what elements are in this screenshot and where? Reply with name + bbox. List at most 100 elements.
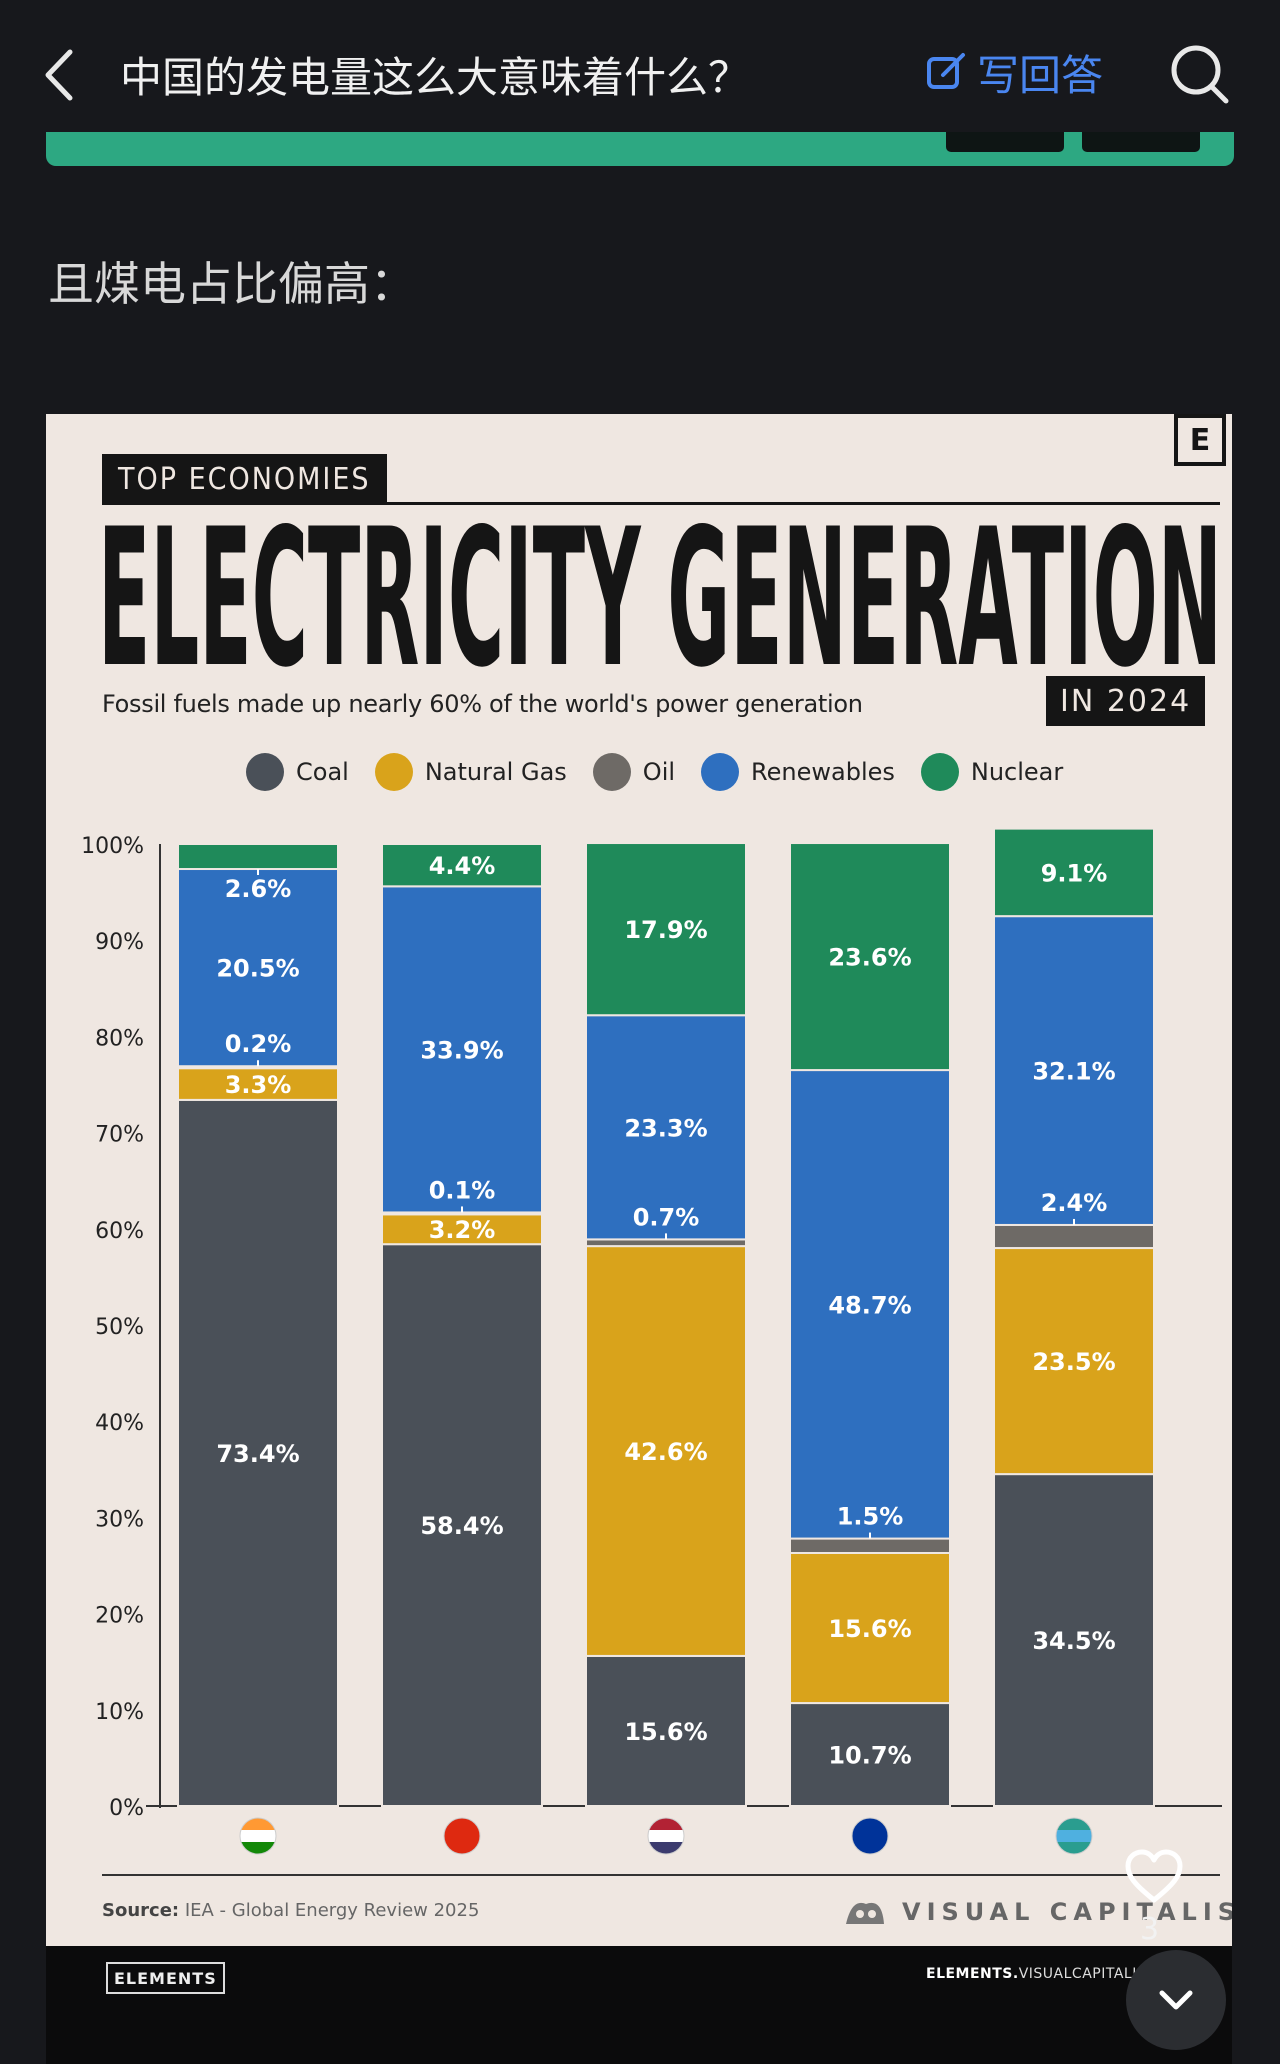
bar-segment-nuclear — [381, 843, 543, 888]
like-count: 3 — [1140, 1912, 1160, 1947]
bar-segment-renewables — [177, 868, 339, 1068]
data-label: 33.9% — [420, 1036, 503, 1064]
back-button[interactable] — [40, 40, 80, 110]
legend-item-nuclear: Nuclear — [920, 753, 1064, 791]
bar-segment-coal — [993, 1473, 1155, 1807]
y-tick-label: 50% — [95, 1315, 144, 1340]
data-label: 0.2% — [225, 1030, 292, 1058]
country-flag-icon — [648, 1818, 684, 1854]
legend-item-natural-gas: Natural Gas — [374, 753, 567, 791]
legend-label: Renewables — [751, 758, 895, 786]
legend-label: Coal — [296, 758, 349, 786]
y-tick-label: 10% — [95, 1700, 144, 1725]
y-tick-label: 70% — [95, 1123, 144, 1148]
google-play-badge — [1082, 132, 1200, 152]
bar-segment-coal — [381, 1243, 543, 1807]
y-tick-label: 20% — [95, 1604, 144, 1629]
y-tick-label: 80% — [95, 1026, 144, 1051]
bar-segment-nuclear — [993, 827, 1155, 918]
data-label: 4.4% — [429, 852, 496, 880]
legend-item-renewables: Renewables — [701, 753, 895, 791]
flag-ring — [647, 1817, 685, 1855]
infographic-subtitle: Fossil fuels made up nearly 60% of the w… — [102, 690, 863, 718]
country-flag-icon — [444, 1818, 480, 1854]
legend-label: Natural Gas — [424, 758, 567, 786]
chevron-left-icon — [45, 49, 73, 101]
y-tick-label: 40% — [95, 1411, 144, 1436]
bar-segment-oil — [789, 1537, 951, 1554]
answer-text: 且煤电占比偏高： — [48, 257, 416, 311]
bar-segment-renewables — [789, 1069, 951, 1540]
infographic-title: ELECTRICITY GENERATION — [98, 504, 1222, 682]
flag-ring — [239, 1817, 277, 1855]
country-flag-icon — [240, 1818, 276, 1854]
data-label: 3.2% — [429, 1216, 496, 1244]
data-label: 2.4% — [1041, 1189, 1108, 1217]
source-note: Source: IEA - Global Energy Review 2025 — [102, 1900, 479, 1921]
data-label: 1.5% — [837, 1503, 904, 1531]
country-flag-icon — [852, 1818, 888, 1854]
elements-logo: ELEMENTS — [106, 1962, 225, 1994]
bar-segment-natural-gas — [993, 1247, 1155, 1476]
data-label: 23.5% — [1032, 1348, 1115, 1376]
write-answer-button[interactable]: 写回答 — [925, 44, 1103, 100]
legend-item-oil: Oil — [592, 753, 675, 791]
visual-capitalist-logo: VISUAL CAPITALIST — [842, 1892, 1232, 1932]
y-tick-label: 60% — [95, 1219, 144, 1244]
data-label: 0.7% — [633, 1203, 700, 1231]
year-badge: IN 2024 — [1046, 676, 1206, 726]
legend-swatch — [246, 753, 284, 791]
legend-swatch — [592, 753, 631, 791]
data-label: 23.3% — [624, 1114, 707, 1142]
legend-swatch — [374, 753, 413, 791]
svg-text:ELECTRICITY GENERATION: ELECTRICITY GENERATION — [98, 504, 1222, 682]
data-label: 20.5% — [216, 955, 299, 983]
question-title[interactable]: 中国的发电量这么大意味着什么？ — [120, 53, 751, 102]
data-label: 17.9% — [624, 916, 707, 944]
heart-icon — [1125, 1849, 1183, 1903]
data-label: 34.5% — [1032, 1627, 1115, 1655]
stacked-bar-chart: 0% 10% 20% 30% 40% 50% 60% 70% 80% 90% 100% 73.4% 3.… — [81, 827, 1222, 1855]
bar-segment-renewables — [993, 915, 1155, 1226]
chart-legend: Coal Natural Gas Oil Renewables Nuclear — [246, 750, 1089, 794]
bottom-rule — [102, 1874, 1220, 1876]
y-tick-label: 0% — [109, 1796, 144, 1821]
infographic-footer: ELEMENTS ELEMENTS.VISUALCAPITALIST.COM — [46, 1946, 1232, 2064]
search-button[interactable] — [1168, 42, 1232, 106]
bar-segment-renewables — [381, 885, 543, 1214]
data-label: 15.6% — [828, 1615, 911, 1643]
data-label: 73.4% — [216, 1440, 299, 1468]
legend-label: Nuclear — [970, 758, 1064, 786]
data-label: 58.4% — [420, 1512, 503, 1540]
data-label: 48.7% — [828, 1291, 911, 1319]
country-flag-icon — [1056, 1818, 1092, 1854]
y-tick-label: 30% — [95, 1507, 144, 1532]
y-tick-label: 90% — [95, 930, 144, 955]
vc-mark-icon — [846, 1902, 884, 1924]
bar-segment-natural-gas — [177, 1067, 339, 1101]
legend-swatch — [920, 753, 959, 791]
write-answer-label: 写回答 — [977, 50, 1104, 100]
like-button[interactable] — [1124, 1848, 1184, 1904]
bar-segment-nuclear — [177, 843, 339, 871]
edit-icon — [927, 53, 965, 89]
data-label: 2.6% — [225, 875, 292, 903]
infographic-image[interactable]: E TOP ECONOMIES ELECTRICITY GENERATION F… — [46, 414, 1232, 1946]
data-label: 3.3% — [225, 1071, 292, 1099]
legend-swatch — [701, 753, 740, 791]
footer-url-bold: ELEMENTS. — [926, 1966, 1019, 1982]
bar-segment-nuclear — [585, 842, 747, 1017]
data-label: 42.6% — [624, 1438, 707, 1466]
elements-e-logo: E — [1174, 414, 1226, 466]
data-label: 10.7% — [828, 1742, 911, 1770]
app-store-badge — [946, 132, 1064, 152]
bar-segment-coal — [177, 1098, 339, 1807]
data-label: 9.1% — [1041, 859, 1108, 887]
bar-segment-oil — [993, 1223, 1155, 1250]
title-rule — [102, 502, 1220, 505]
data-label: 15.6% — [624, 1718, 707, 1746]
publisher-name: VISUAL CAPITALIST — [902, 1898, 1232, 1926]
collapse-button[interactable] — [1126, 1950, 1226, 2050]
top-nav-bar: 中国的发电量这么大意味着什么？ 写回答 — [0, 0, 1280, 138]
bar-segment-natural-gas — [585, 1245, 747, 1657]
